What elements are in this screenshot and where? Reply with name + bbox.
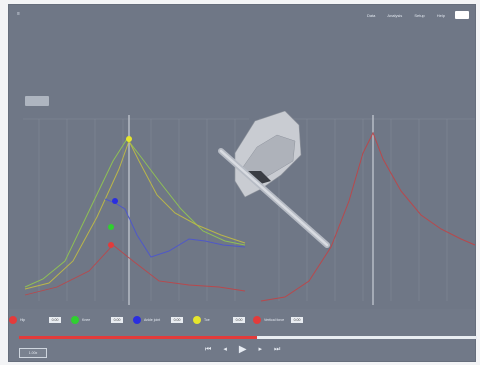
series-knee-line [24, 138, 246, 288]
timeline-progress [19, 336, 258, 339]
menu-link-help[interactable]: Help [436, 13, 445, 18]
legend-item-toe[interactable]: Toe [193, 312, 210, 328]
skip-back-icon[interactable]: ⏮ [205, 346, 212, 353]
view-toggle-button[interactable] [25, 96, 49, 106]
legend-label-force: Vertical force [264, 318, 285, 322]
series-hip-line [24, 244, 246, 296]
marker-hip[interactable] [108, 242, 114, 248]
hip-color-icon [9, 316, 17, 324]
playback-speed-select[interactable]: 1.00x [19, 348, 47, 358]
series-force-line [260, 131, 476, 302]
menu-link-setup[interactable]: Setup [414, 13, 425, 18]
legend-item-knee[interactable]: Knee [71, 312, 90, 328]
legend-label-knee: Knee [82, 318, 91, 322]
foot-3d-model[interactable] [218, 110, 330, 248]
force-color-icon [253, 316, 261, 324]
legend-label-hip: Hip [20, 318, 26, 322]
top-menu: Data Analysis Setup Help [367, 13, 445, 18]
legend-item-force[interactable]: Vertical force [253, 312, 284, 328]
ankle-color-icon [133, 316, 141, 324]
playback-timeline[interactable] [19, 336, 477, 339]
3d-viewport[interactable]: ≡ Data Analysis Setup Help [9, 5, 475, 111]
value-box-force[interactable]: 0.00 [291, 317, 303, 323]
hamburger-icon[interactable]: ≡ [17, 11, 20, 17]
toe-color-icon [193, 316, 201, 324]
plots-svg [23, 110, 476, 305]
step-back-icon[interactable]: ◂ [223, 346, 227, 353]
step-forward-icon[interactable]: ▸ [258, 346, 263, 353]
menu-link-data[interactable]: Data [366, 13, 376, 18]
plot-panel[interactable] [9, 110, 476, 309]
legend-label-ankle: Ankle joint [144, 318, 161, 322]
marker-toe[interactable] [126, 136, 132, 142]
play-icon[interactable]: ▶ [238, 344, 247, 355]
series-ankle-line [104, 198, 246, 258]
value-box-toe[interactable]: 0.00 [233, 317, 245, 323]
series-toe-line [24, 139, 246, 290]
knee-color-icon [71, 316, 79, 324]
marker-ankle[interactable] [112, 198, 118, 204]
value-box-hip[interactable]: 0.00 [49, 317, 61, 323]
value-box-knee[interactable]: 0.00 [111, 317, 123, 323]
app-window: ≡ Data Analysis Setup Help [8, 4, 477, 362]
skip-forward-icon[interactable]: ⏭ [274, 346, 281, 353]
legend-item-hip[interactable]: Hip [9, 312, 25, 328]
top-action-button[interactable] [455, 11, 469, 19]
legend-item-ankle[interactable]: Ankle joint [133, 312, 160, 328]
playback-controls: ⏮ ◂ ▶ ▸ ⏭ [205, 345, 280, 355]
marker-knee[interactable] [108, 224, 114, 230]
legend-label-toe: Toe [204, 318, 210, 322]
legend-bar: Hip 0.00 Knee 0.00 Ankle joint 0.00 Toe … [9, 312, 475, 328]
value-box-ankle[interactable]: 0.00 [171, 317, 183, 323]
left-plot-grid [23, 118, 249, 301]
menu-link-analysis[interactable]: Analysis [387, 13, 403, 18]
